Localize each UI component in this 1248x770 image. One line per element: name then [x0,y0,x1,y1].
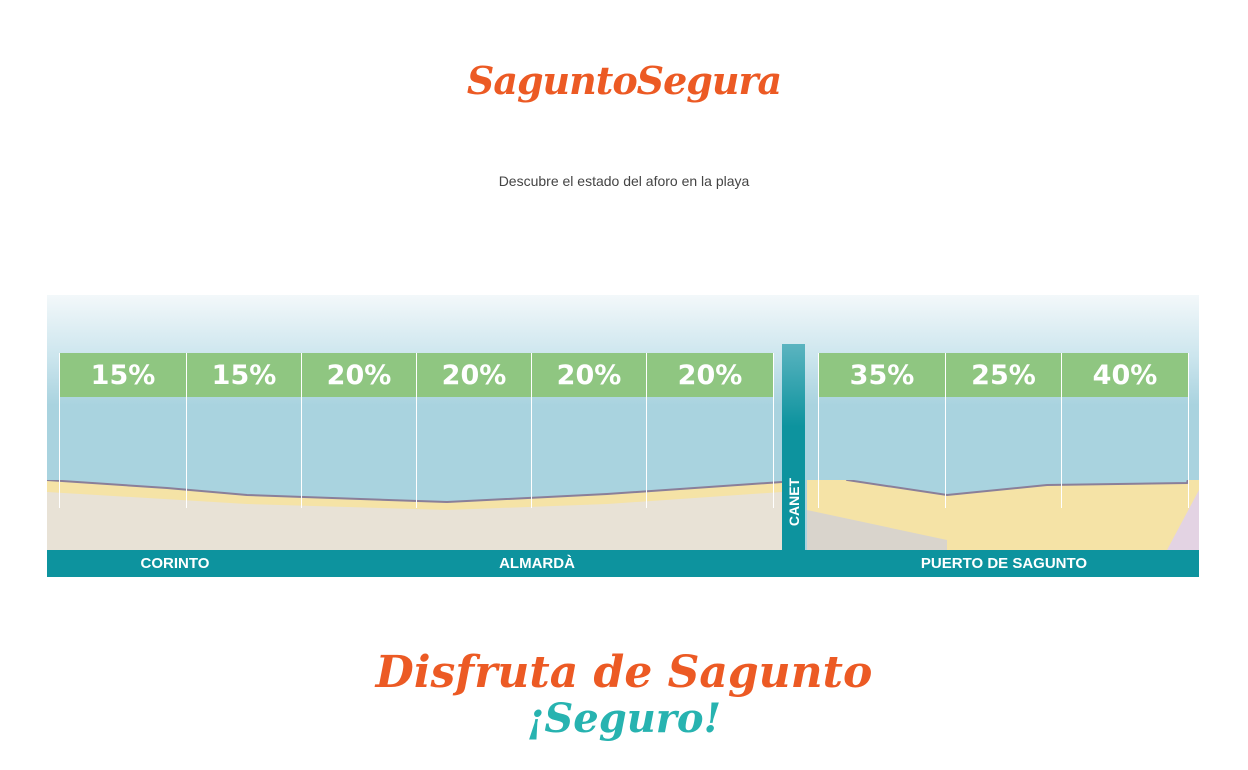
occupancy-label: 20% [647,353,773,397]
occupancy-label: 20% [532,353,646,397]
occupancy-label: 20% [417,353,531,397]
sagunto-segura-logo: SaguntoSegura [466,58,782,103]
sector-almarda-4[interactable]: 20% [646,353,774,508]
zones-bar: CORINTO ALMARDÀ PUERTO DE SAGUNTO [47,550,1199,577]
zone-almarda: ALMARDÀ [499,555,575,572]
sector-puerto-2[interactable]: 25% [945,353,1061,508]
slogan-logo: Disfruta de Sagunto ¡Seguro! [0,650,1248,742]
page-subtitle: Descubre el estado del aforo en la playa [498,173,750,189]
occupancy-label: 25% [946,353,1061,397]
sector-almarda-2[interactable]: 20% [416,353,531,508]
occupancy-label: 15% [60,353,186,397]
beach-occupancy-map: 15% 15% 20% 20% 20% 20% CANET 35% 25% 40… [47,295,1199,577]
sector-puerto-3[interactable]: 40% [1061,353,1189,508]
slogan-line-1: Disfruta de Sagunto [375,647,873,698]
occupancy-label: 40% [1062,353,1188,397]
slogan-line-2: ¡Seguro! [526,695,722,742]
sector-corinto-2[interactable]: 15% [186,353,301,508]
zone-puerto-de-sagunto: PUERTO DE SAGUNTO [920,555,1088,572]
coastline-map [47,480,1199,550]
sector-almarda-1[interactable]: 20% [301,353,416,508]
occupancy-label: 15% [187,353,301,397]
sector-corinto-1[interactable]: 15% [59,353,186,508]
occupancy-label: 35% [819,353,945,397]
canet-label: CANET [785,477,802,527]
zone-corinto: CORINTO [140,555,210,572]
sector-puerto-1[interactable]: 35% [818,353,945,508]
occupancy-label: 20% [302,353,416,397]
sector-almarda-3[interactable]: 20% [531,353,646,508]
canet-divider: CANET [782,344,805,550]
